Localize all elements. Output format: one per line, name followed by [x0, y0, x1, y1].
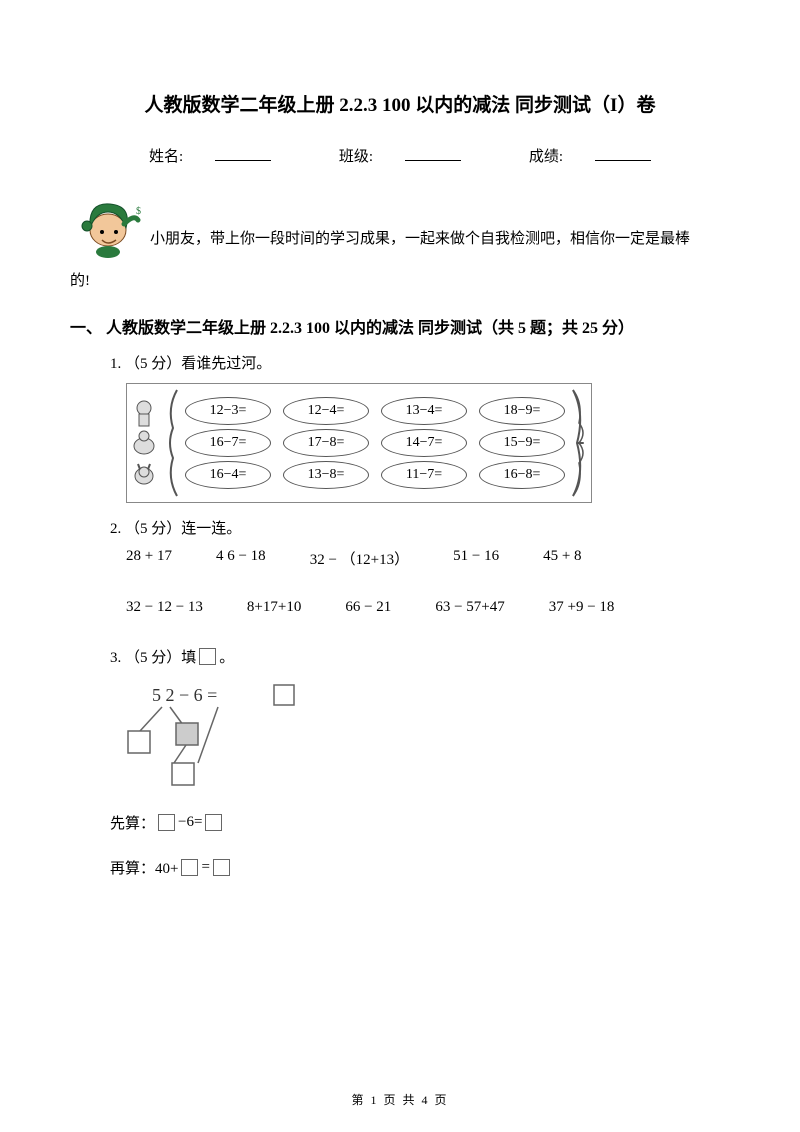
animal-icon-2 [129, 428, 159, 458]
class-blank[interactable] [405, 160, 461, 161]
q2-expr[interactable]: 45 + 8 [543, 548, 581, 569]
bubble[interactable]: 16−4= [185, 461, 271, 489]
q2-expr[interactable]: 4 6 − 18 [216, 548, 266, 569]
q2-expr[interactable]: 63 − 57+47 [435, 599, 504, 616]
q1-row-2: 16−7= 17−8= 14−7= 15−9= [179, 428, 571, 458]
q3-figure: 5 2 − 6 = [126, 679, 730, 794]
q1-figure: 12−3= 12−4= 13−4= 18−9= 16−7= 17−8= 14−7… [126, 383, 730, 503]
q2-expr[interactable]: 8+17+10 [247, 599, 301, 616]
q3-head: 3. （5 分）填 。 [110, 646, 730, 667]
bubble[interactable]: 16−7= [185, 429, 271, 457]
bubble[interactable]: 18−9= [479, 397, 565, 425]
section-heading: 一、 人教版数学二年级上册 2.2.3 100 以内的减法 同步测试（共 5 题… [70, 314, 730, 338]
page-title: 人教版数学二年级上册 2.2.3 100 以内的减法 同步测试（I）卷 [70, 90, 730, 117]
q2-expr[interactable]: 32 − （12+13） [310, 548, 409, 569]
animal-icon-3 [129, 458, 159, 488]
q1-head: 1. （5 分）看谁先过河。 [110, 352, 730, 373]
bubble[interactable]: 12−4= [283, 397, 369, 425]
intro-text-2: 的! [70, 266, 730, 296]
bubble[interactable]: 16−8= [479, 461, 565, 489]
class-field[interactable]: 班级: [323, 149, 477, 165]
q3-calc-1: 先算： −6= [110, 812, 730, 833]
q2-head: 2. （5 分）连一连。 [110, 517, 730, 538]
animal-icon-1 [129, 398, 159, 428]
bubble[interactable]: 13−8= [283, 461, 369, 489]
q2-expr[interactable]: 32 − 12 − 13 [126, 599, 203, 616]
svg-text:5 2 − 6 =: 5 2 − 6 = [152, 685, 217, 705]
svg-text:$: $ [136, 206, 141, 217]
q2-row-2: 32 − 12 − 13 8+17+10 66 − 21 63 − 57+47 … [126, 599, 730, 616]
bubble[interactable]: 13−4= [381, 397, 467, 425]
q3-calc-2: 再算：40+ = [110, 857, 730, 878]
q2-expr[interactable]: 28 + 17 [126, 548, 172, 569]
name-field[interactable]: 姓名: [133, 149, 287, 165]
bubble[interactable]: 15−9= [479, 429, 565, 457]
answer-box[interactable] [158, 814, 175, 831]
q2-expr[interactable]: 37 +9 − 18 [549, 599, 615, 616]
answer-box[interactable] [199, 648, 216, 665]
intro-text-1: 小朋友，带上你一段时间的学习成果，一起来做个自我检测吧，相信你一定是最棒 [150, 224, 690, 260]
q1-row-3: 16−4= 13−8= 11−7= 16−8= [179, 460, 571, 490]
worksheet-page: 人教版数学二年级上册 2.2.3 100 以内的减法 同步测试（I）卷 姓名: … [0, 0, 800, 1132]
q2-row-1: 28 + 17 4 6 − 18 32 − （12+13） 51 − 16 45… [126, 548, 730, 569]
kid-icon: $ [70, 190, 150, 260]
intro-row: $ 小朋友，带上你一段时间的学习成果，一起来做个自我检测吧，相信你一定是最棒 [70, 190, 730, 260]
score-field[interactable]: 成绩: [513, 149, 667, 165]
student-info-row: 姓名: 班级: 成绩: [70, 145, 730, 166]
bubble[interactable]: 11−7= [381, 461, 467, 489]
answer-box[interactable] [213, 859, 230, 876]
bubble[interactable]: 17−8= [283, 429, 369, 457]
q1-row-1: 12−3= 12−4= 13−4= 18−9= [179, 396, 571, 426]
answer-box[interactable] [205, 814, 222, 831]
right-brace-icon [571, 388, 585, 498]
q2-expr[interactable]: 66 − 21 [345, 599, 391, 616]
bubble[interactable]: 14−7= [381, 429, 467, 457]
score-blank[interactable] [595, 160, 651, 161]
page-footer: 第 1 页 共 4 页 [0, 1091, 800, 1108]
q2-expr[interactable]: 51 − 16 [453, 548, 499, 569]
left-brace-icon [165, 388, 179, 498]
answer-box[interactable] [181, 859, 198, 876]
bubble[interactable]: 12−3= [185, 397, 271, 425]
name-blank[interactable] [215, 160, 271, 161]
